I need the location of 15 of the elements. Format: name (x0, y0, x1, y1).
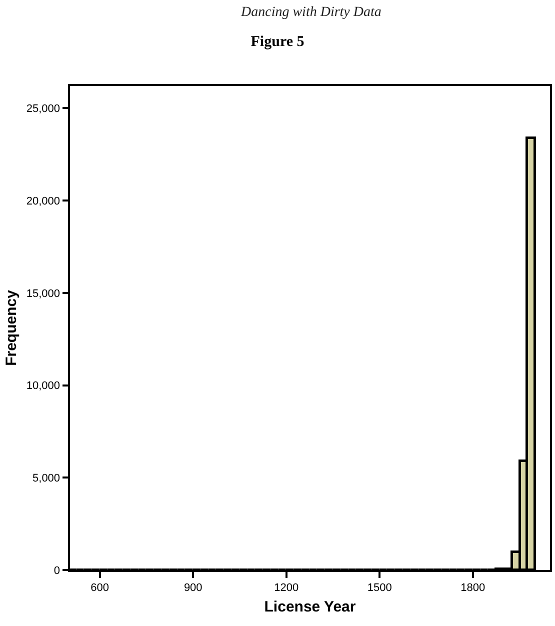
y-tick-label: 0 (54, 564, 60, 577)
y-tick-label: 5,000 (32, 472, 60, 484)
y-tick-label: 15,000 (26, 288, 60, 300)
x-tick-label: 1800 (460, 582, 486, 594)
y-axis-title: Frequency (3, 289, 20, 366)
y-tick-label: 20,000 (26, 195, 60, 208)
text: Dancing with Dirty Data (240, 5, 382, 20)
x-tick-label: 900 (184, 582, 202, 594)
x-tick-label: 1200 (274, 582, 299, 594)
y-tick-label: 10,000 (26, 380, 60, 392)
x-tick-label: 1500 (367, 582, 392, 594)
y-tick-label: 25,000 (26, 103, 60, 116)
x-tick-label: 600 (90, 582, 110, 594)
chart-title: Figure 5 (250, 34, 304, 50)
x-axis-title: License Year (264, 598, 356, 616)
